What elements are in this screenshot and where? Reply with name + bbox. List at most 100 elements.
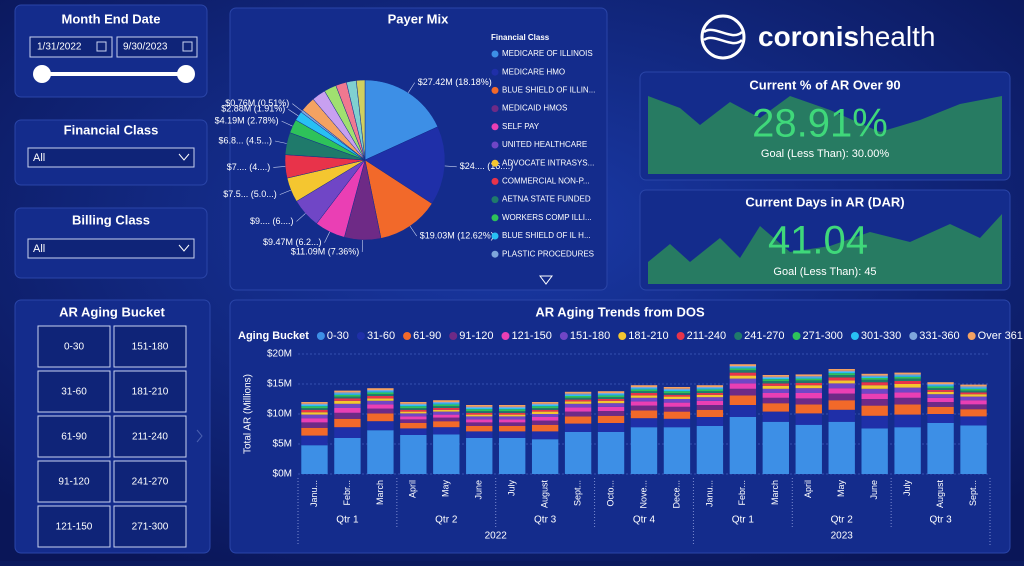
bar-segment bbox=[433, 406, 459, 408]
bar-segment bbox=[367, 390, 393, 391]
x-tick-label: Dece... bbox=[671, 480, 681, 509]
chart-title: Payer Mix bbox=[388, 11, 449, 26]
bar-segment bbox=[763, 375, 789, 377]
bar-segment bbox=[664, 393, 690, 395]
bar-segment bbox=[565, 424, 591, 432]
bar-segment bbox=[960, 425, 986, 474]
bar-segment bbox=[894, 381, 920, 384]
bucket-label: 181-210 bbox=[132, 387, 169, 398]
bar-segment bbox=[697, 391, 723, 393]
bar-segment bbox=[631, 401, 657, 405]
bar-segment bbox=[730, 405, 756, 417]
bar-segment bbox=[499, 407, 525, 408]
dropdown-value: All bbox=[33, 152, 45, 164]
legend-swatch bbox=[317, 332, 325, 340]
data-label: $6.8... (4.5...) bbox=[218, 135, 272, 145]
bar-segment bbox=[565, 416, 591, 423]
bar-segment bbox=[598, 399, 624, 401]
bar-segment bbox=[499, 411, 525, 413]
bar-segment bbox=[631, 388, 657, 389]
bar-segment bbox=[829, 372, 855, 373]
slider-handle[interactable] bbox=[177, 65, 195, 83]
legend-swatch bbox=[492, 69, 499, 76]
bar-segment bbox=[927, 392, 953, 394]
legend-label: 241-270 bbox=[744, 330, 784, 342]
quarter-label: Qtr 1 bbox=[732, 515, 755, 526]
bar-segment bbox=[565, 395, 591, 396]
bar-segment bbox=[664, 399, 690, 403]
legend-swatch bbox=[618, 332, 626, 340]
data-label: $0.76M (0.51%) bbox=[225, 98, 289, 108]
x-tick-label: Octo... bbox=[605, 480, 615, 507]
legend-swatch bbox=[492, 51, 499, 58]
bar-segment bbox=[367, 398, 393, 400]
bar-segment bbox=[598, 397, 624, 399]
bar-segment bbox=[697, 401, 723, 405]
bar-segment bbox=[598, 411, 624, 416]
bar-segment bbox=[598, 432, 624, 474]
bar-segment bbox=[730, 389, 756, 396]
bar-segment bbox=[763, 422, 789, 474]
x-tick-label: Nove... bbox=[638, 480, 648, 509]
bar-segment bbox=[367, 396, 393, 398]
bar-segment bbox=[763, 381, 789, 383]
legend-label: 301-330 bbox=[861, 330, 901, 342]
bar-segment bbox=[400, 412, 426, 414]
legend-swatch bbox=[492, 123, 499, 130]
bar-segment bbox=[433, 421, 459, 427]
bar-segment bbox=[466, 408, 492, 409]
legend-swatch bbox=[492, 196, 499, 203]
bar-segment bbox=[499, 413, 525, 415]
data-label: $19.03M (12.62%) bbox=[420, 230, 494, 240]
dropdown[interactable] bbox=[28, 239, 194, 258]
bar-segment bbox=[499, 405, 525, 407]
bar-segment bbox=[400, 402, 426, 404]
bar-segment bbox=[532, 406, 558, 408]
bar-segment bbox=[927, 414, 953, 423]
bar-segment bbox=[499, 431, 525, 438]
legend-label: Over 361 bbox=[978, 330, 1023, 342]
bar-segment bbox=[334, 397, 360, 399]
bar-segment bbox=[400, 416, 426, 419]
bar-segment bbox=[829, 394, 855, 401]
bucket-label: 271-300 bbox=[132, 522, 169, 533]
legend-swatch bbox=[492, 142, 499, 149]
bar-segment bbox=[499, 415, 525, 417]
data-label: $4.19M (2.78%) bbox=[215, 115, 279, 125]
bar-segment bbox=[598, 394, 624, 395]
slider-handle[interactable] bbox=[33, 65, 51, 83]
bar-segment bbox=[400, 410, 426, 412]
bar-segment bbox=[598, 403, 624, 407]
bar-segment bbox=[697, 387, 723, 388]
bar-segment bbox=[400, 406, 426, 408]
bar-segment bbox=[631, 389, 657, 391]
kpi-goal: Goal (Less Than): 45 bbox=[773, 266, 876, 278]
bar-segment bbox=[894, 384, 920, 388]
bucket-label: 91-120 bbox=[58, 477, 90, 488]
bar-segment bbox=[861, 399, 887, 406]
bar-segment bbox=[433, 402, 459, 403]
bar-segment bbox=[829, 422, 855, 474]
bar-segment bbox=[532, 405, 558, 406]
bar-segment bbox=[730, 383, 756, 388]
legend-label: 0-30 bbox=[327, 330, 349, 342]
bar-segment bbox=[763, 393, 789, 398]
quarter-label: Qtr 1 bbox=[336, 515, 359, 526]
bar-segment bbox=[697, 426, 723, 474]
bar-segment bbox=[367, 388, 393, 390]
bar-segment bbox=[598, 391, 624, 393]
legend-label: BLUE SHIELD OF IL H... bbox=[502, 231, 591, 240]
bar-segment bbox=[301, 410, 327, 412]
bar-segment bbox=[334, 401, 360, 404]
bar-segment bbox=[927, 423, 953, 474]
bar-segment bbox=[960, 385, 986, 387]
bar-segment bbox=[499, 426, 525, 431]
bar-segment bbox=[697, 405, 723, 410]
dropdown[interactable] bbox=[28, 148, 194, 167]
bar-segment bbox=[301, 406, 327, 408]
bar-segment bbox=[664, 412, 690, 419]
bar-segment bbox=[697, 397, 723, 401]
legend-title: Aging Bucket bbox=[238, 330, 309, 342]
bar-segment bbox=[894, 427, 920, 474]
x-tick-label: March bbox=[770, 480, 780, 505]
